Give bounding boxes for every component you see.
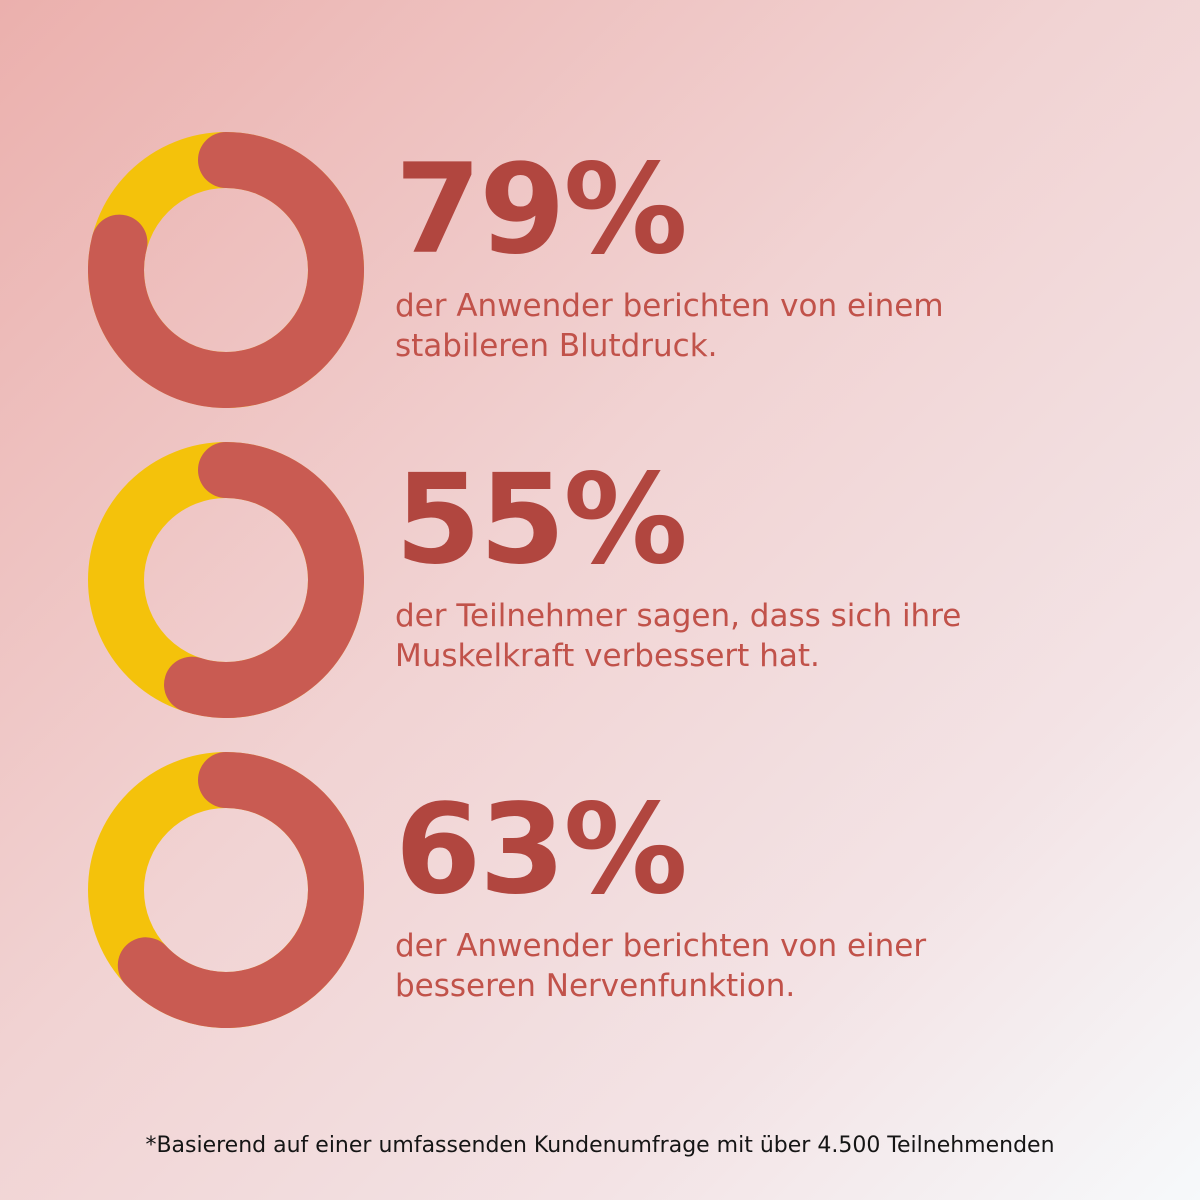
donut-svg-3 [88,752,364,1028]
stat-block-3: 63% der Anwender berichten von einer bes… [395,788,1095,1007]
donut-chart-1 [88,132,364,408]
donut-chart-3 [88,752,364,1028]
stat-value-3: 63% [395,778,688,922]
donut-value-segment [88,132,364,408]
stat-value-1: 79% [395,138,688,282]
footnote: *Basierend auf einer umfassenden Kundenu… [145,1133,1055,1158]
donut-value-segment [117,752,364,1028]
donut-value-segment [164,442,364,718]
stat-description-3: der Anwender berichten von einer bessere… [395,928,927,1005]
stat-value-2: 55% [395,448,688,592]
stat-description-1: der Anwender berichten von einem stabile… [395,288,944,365]
stat-block-2: 55% der Teilnehmer sagen, dass sich ihre… [395,458,1095,677]
donut-svg-2 [88,442,364,718]
donut-svg-1 [88,132,364,408]
donut-chart-2 [88,442,364,718]
stat-description-2: der Teilnehmer sagen, dass sich ihre Mus… [395,598,962,675]
stat-block-1: 79% der Anwender berichten von einem sta… [395,148,1095,367]
